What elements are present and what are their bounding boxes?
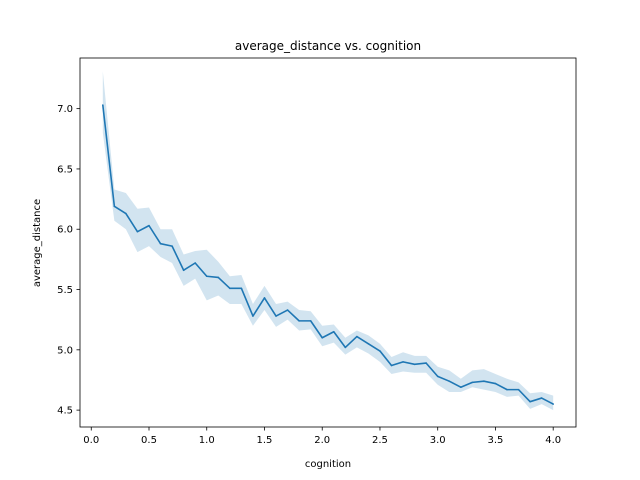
data-point: [229, 287, 231, 290]
x-tick-label: 2.0: [314, 435, 330, 446]
x-tick-label: 3.5: [487, 435, 503, 446]
data-point: [263, 297, 266, 299]
x-tick-label: 2.5: [372, 435, 388, 446]
data-point: [182, 269, 185, 272]
data-point: [483, 380, 485, 382]
data-point: [332, 330, 335, 333]
data-point: [413, 363, 416, 366]
x-axis: 0.0 0.5 1.0 1.5 2.0 2.5 3.0 3.5 4.0: [83, 427, 561, 446]
data-point: [159, 242, 162, 245]
axes-frame: [79, 57, 577, 428]
data-point: [252, 315, 254, 317]
data-point: [321, 336, 324, 339]
data-point: [298, 320, 300, 322]
y-axis: 4.5 5.0 5.5 6.0 6.5 7.0: [57, 104, 80, 417]
data-point: [194, 262, 196, 264]
y-tick-label: 6.0: [57, 225, 73, 236]
data-point: [217, 276, 220, 279]
data-point: [205, 275, 208, 278]
x-axis-label: cognition: [305, 459, 351, 470]
data-point: [552, 403, 554, 405]
x-tick-label: 0.5: [141, 435, 157, 446]
x-tick-label: 3.0: [430, 435, 446, 446]
data-point: [356, 335, 358, 338]
data-point: [494, 382, 497, 385]
data-point: [286, 309, 289, 311]
data-point: [425, 362, 427, 364]
y-tick-label: 4.5: [57, 406, 73, 417]
data-point: [448, 380, 451, 382]
y-tick-label: 5.5: [57, 285, 73, 296]
data-point: [460, 386, 462, 389]
y-tick-label: 6.5: [57, 164, 73, 175]
data-point: [436, 375, 439, 378]
data-point: [402, 361, 404, 363]
data-point: [240, 287, 243, 290]
data-point: [344, 346, 347, 349]
data-point: [540, 397, 543, 399]
data-point: [506, 388, 508, 391]
data-point: [125, 212, 127, 215]
y-tick-label: 5.0: [57, 345, 73, 356]
data-point: [471, 381, 474, 384]
data-point: [309, 320, 312, 322]
data-point: [113, 205, 116, 208]
data-point: [171, 245, 173, 247]
confidence-band-0: [102, 71, 554, 411]
series-line-0: [102, 104, 554, 405]
x-tick-label: 1.5: [257, 435, 273, 446]
plot-area: [102, 71, 554, 411]
data-point: [517, 388, 520, 391]
y-axis-label: average_distance: [32, 199, 43, 287]
data-point: [136, 230, 139, 233]
data-point: [379, 350, 381, 352]
data-point: [529, 400, 531, 403]
y-tick-label: 7.0: [57, 104, 73, 115]
x-tick-label: 4.0: [545, 435, 561, 446]
x-tick-label: 0.0: [83, 435, 99, 446]
data-point: [148, 224, 150, 227]
chart-title: average_distance vs. cognition: [235, 39, 421, 53]
data-point: [275, 315, 277, 317]
data-point: [390, 364, 393, 367]
data-point: [367, 342, 370, 345]
x-tick-label: 1.0: [199, 435, 215, 446]
data-point: [102, 104, 104, 106]
